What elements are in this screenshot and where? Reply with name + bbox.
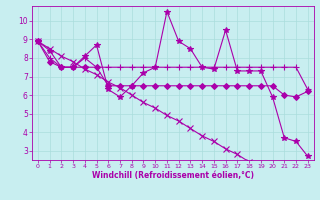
X-axis label: Windchill (Refroidissement éolien,°C): Windchill (Refroidissement éolien,°C) <box>92 171 254 180</box>
